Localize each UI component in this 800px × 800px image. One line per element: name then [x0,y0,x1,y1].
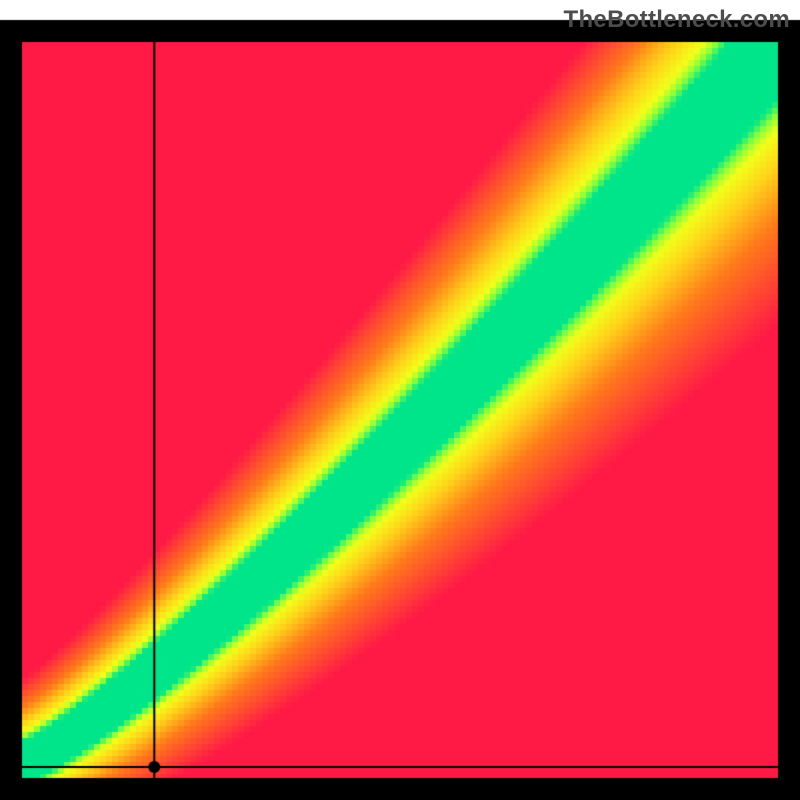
chart-container: TheBottleneck.com [0,0,800,800]
heatmap-canvas [0,0,800,800]
watermark-text: TheBottleneck.com [564,6,790,34]
